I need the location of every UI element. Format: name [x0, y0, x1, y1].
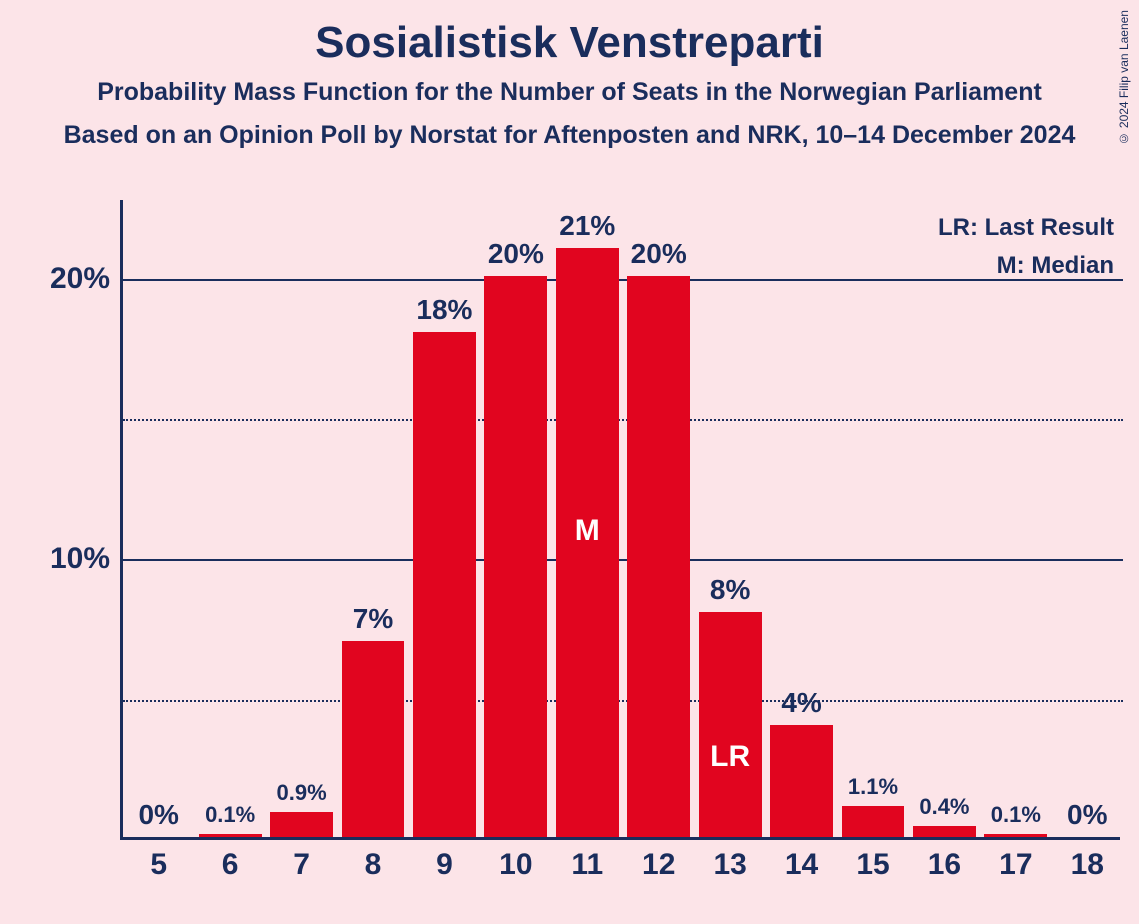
x-axis-tick-label: 10 — [499, 848, 532, 882]
bar-value-label: 21% — [559, 210, 615, 242]
x-axis-tick-label: 9 — [436, 848, 453, 882]
bar-value-label: 0% — [138, 799, 178, 831]
bar-value-label: 4% — [781, 687, 821, 719]
x-axis-tick-label: 6 — [222, 848, 239, 882]
x-axis-tick-label: 15 — [856, 848, 889, 882]
y-axis-tick-label: 20% — [50, 262, 110, 296]
x-axis-tick-label: 17 — [999, 848, 1032, 882]
bar — [413, 332, 476, 837]
bar — [342, 641, 405, 837]
x-axis-tick-label: 8 — [365, 848, 382, 882]
bar-value-label: 20% — [488, 238, 544, 270]
chart-subtitle-1: Probability Mass Function for the Number… — [0, 78, 1139, 107]
copyright-text: © 2024 Filip van Laenen — [1117, 10, 1131, 145]
bar-value-label: 0.1% — [991, 802, 1041, 828]
x-axis-tick-label: 13 — [713, 848, 746, 882]
bar — [770, 725, 833, 837]
chart-subtitle-2: Based on an Opinion Poll by Norstat for … — [0, 121, 1139, 150]
gridline-minor — [123, 700, 1123, 702]
bar-value-label: 18% — [416, 294, 472, 326]
bar — [627, 276, 690, 837]
bar-value-label: 0.9% — [276, 780, 326, 806]
chart-area: 10%20%0%50.1%60.9%77%818%920%1021%1120%1… — [120, 200, 1120, 840]
x-axis-tick-label: 16 — [928, 848, 961, 882]
gridline-major — [123, 559, 1123, 561]
x-axis-tick-label: 7 — [293, 848, 310, 882]
bar — [199, 834, 262, 837]
bar — [984, 834, 1047, 837]
bar-value-label: 0.4% — [919, 794, 969, 820]
bar-value-label: 1.1% — [848, 774, 898, 800]
chart-title: Sosialistisk Venstreparti — [0, 0, 1139, 68]
bar — [270, 812, 333, 837]
gridline-major — [123, 279, 1123, 281]
bar — [484, 276, 547, 837]
legend-median: M: Median — [997, 252, 1114, 280]
plot-region: 10%20%0%50.1%60.9%77%818%920%1021%1120%1… — [120, 200, 1120, 840]
legend-last-result: LR: Last Result — [938, 214, 1114, 242]
bar-value-label: 7% — [353, 603, 393, 635]
bar-value-label: 0.1% — [205, 802, 255, 828]
bar-value-label: 20% — [631, 238, 687, 270]
x-axis-tick-label: 18 — [1071, 848, 1104, 882]
x-axis-tick-label: 12 — [642, 848, 675, 882]
y-axis-tick-label: 10% — [50, 542, 110, 576]
bar — [913, 826, 976, 837]
x-axis-tick-label: 14 — [785, 848, 818, 882]
bar — [699, 612, 762, 837]
bar-value-label: 0% — [1067, 799, 1107, 831]
bar-value-label: 8% — [710, 574, 750, 606]
x-axis-tick-label: 11 — [571, 848, 603, 882]
x-axis-tick-label: 5 — [150, 848, 167, 882]
median-marker: M — [575, 514, 600, 548]
bar — [842, 806, 905, 837]
last-result-marker: LR — [710, 740, 750, 774]
gridline-minor — [123, 419, 1123, 421]
